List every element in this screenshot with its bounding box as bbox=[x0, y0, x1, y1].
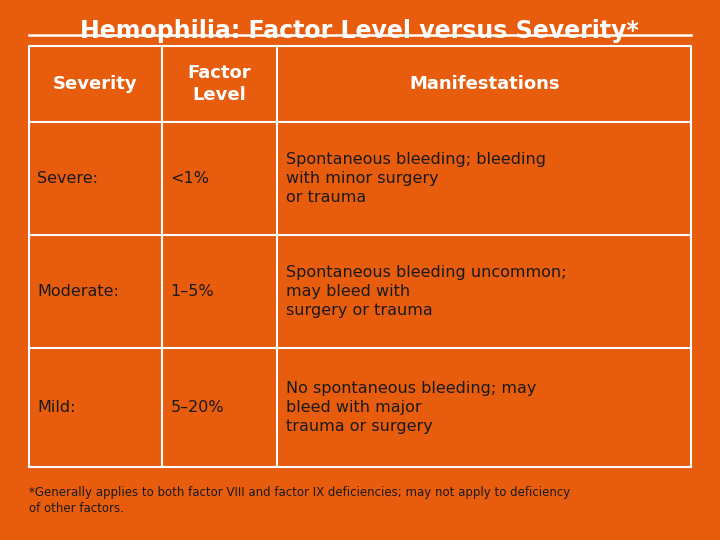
Text: <1%: <1% bbox=[171, 171, 210, 186]
Text: Mild:: Mild: bbox=[37, 400, 76, 415]
Text: Manifestations: Manifestations bbox=[409, 75, 559, 93]
Text: *Generally applies to both factor VIII and factor IX deficiencies; may not apply: *Generally applies to both factor VIII a… bbox=[29, 486, 570, 515]
Bar bbox=[29, 46, 691, 467]
Text: Spontaneous bleeding; bleeding
with minor surgery
or trauma: Spontaneous bleeding; bleeding with mino… bbox=[286, 152, 546, 205]
Text: 5–20%: 5–20% bbox=[171, 400, 224, 415]
Text: No spontaneous bleeding; may
bleed with major
trauma or surgery: No spontaneous bleeding; may bleed with … bbox=[286, 381, 536, 434]
Text: Moderate:: Moderate: bbox=[37, 284, 120, 299]
Text: Severe:: Severe: bbox=[37, 171, 99, 186]
Text: Spontaneous bleeding uncommon;
may bleed with
surgery or trauma: Spontaneous bleeding uncommon; may bleed… bbox=[286, 265, 567, 318]
Text: Factor
Level: Factor Level bbox=[188, 64, 251, 104]
Text: Severity: Severity bbox=[53, 75, 138, 93]
Text: Hemophilia: Factor Level versus Severity*: Hemophilia: Factor Level versus Severity… bbox=[81, 19, 639, 43]
Text: 1–5%: 1–5% bbox=[171, 284, 215, 299]
